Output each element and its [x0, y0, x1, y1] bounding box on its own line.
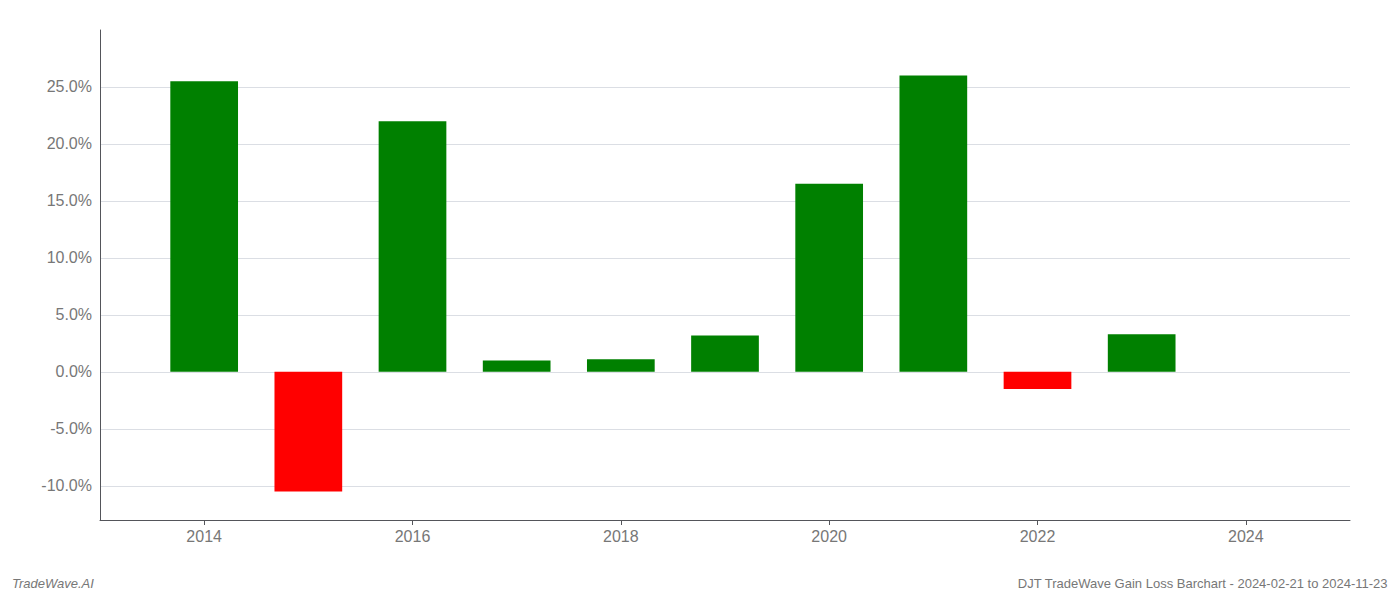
svg-text:-10.0%: -10.0% — [41, 477, 92, 494]
svg-text:25.0%: 25.0% — [47, 78, 92, 95]
svg-text:20.0%: 20.0% — [47, 135, 92, 152]
svg-text:0.0%: 0.0% — [56, 363, 92, 380]
svg-text:2022: 2022 — [1020, 528, 1056, 545]
svg-text:DJT TradeWave Gain Loss Barcha: DJT TradeWave Gain Loss Barchart - 2024-… — [1018, 576, 1388, 591]
svg-text:-5.0%: -5.0% — [50, 420, 92, 437]
svg-text:TradeWave.AI: TradeWave.AI — [12, 576, 94, 591]
svg-text:5.0%: 5.0% — [56, 306, 92, 323]
svg-text:15.0%: 15.0% — [47, 192, 92, 209]
svg-text:10.0%: 10.0% — [47, 249, 92, 266]
svg-text:2014: 2014 — [186, 528, 222, 545]
svg-text:2018: 2018 — [603, 528, 639, 545]
svg-text:2020: 2020 — [811, 528, 847, 545]
svg-text:2024: 2024 — [1228, 528, 1264, 545]
svg-text:2016: 2016 — [395, 528, 431, 545]
